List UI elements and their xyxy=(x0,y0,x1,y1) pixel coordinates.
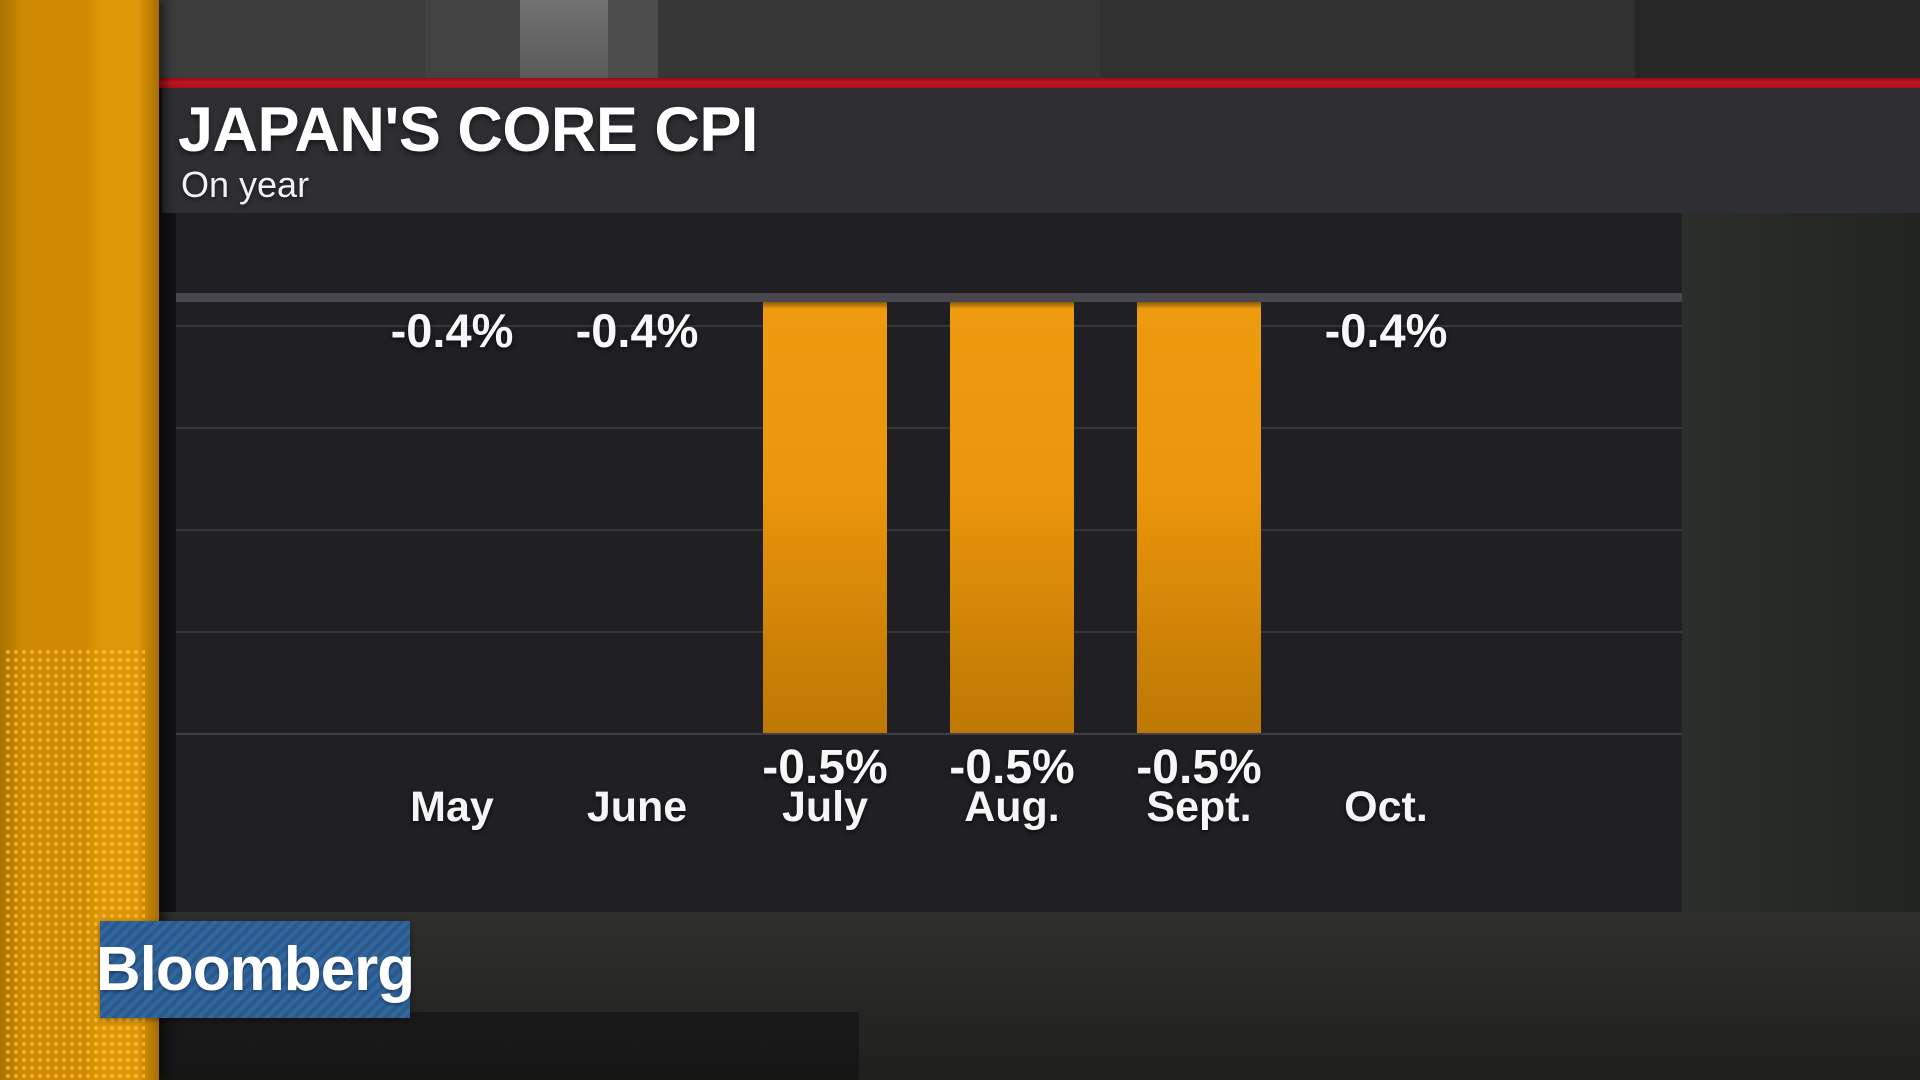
month-label-july: July xyxy=(781,783,869,831)
studio-floor-shadow xyxy=(159,1012,859,1080)
gridline xyxy=(176,631,1682,633)
value-label-june: -0.4% xyxy=(575,304,699,357)
gridline xyxy=(176,427,1682,429)
bloomberg-logo: Bloomberg xyxy=(96,921,415,1018)
studio-top-panel xyxy=(1100,0,1635,78)
zero-gridline xyxy=(176,293,1682,302)
month-label-sept: Sept. xyxy=(1146,783,1252,831)
value-label-oct: -0.4% xyxy=(1324,304,1448,357)
value-label-aug: -0.5% xyxy=(949,741,1075,794)
panel-left-shadow xyxy=(159,88,176,912)
studio-top-panel xyxy=(608,0,658,78)
chart-plot-background xyxy=(176,213,1682,912)
studio-right-wall xyxy=(1682,78,1920,912)
x-axis-line xyxy=(176,733,1682,735)
studio-floor xyxy=(159,912,1920,1080)
chart-subtitle: On year xyxy=(181,164,310,205)
value-label-sept: -0.5% xyxy=(1136,741,1262,794)
chart-header-band xyxy=(162,88,1920,213)
accent-red-rule xyxy=(159,78,1920,88)
month-label-june: June xyxy=(586,783,688,831)
gridline xyxy=(176,325,1682,327)
bar-aug xyxy=(950,302,1074,733)
bar-sept xyxy=(1137,302,1261,733)
bloomberg-logo-text: Bloomberg xyxy=(95,935,415,1004)
studio-top-light-panel xyxy=(520,0,608,78)
studio-top-panel xyxy=(159,0,425,78)
gridline xyxy=(176,529,1682,531)
chart-title: JAPAN'S CORE CPI xyxy=(178,95,758,165)
value-label-july: -0.5% xyxy=(762,741,888,794)
studio-top-panel xyxy=(1635,0,1920,78)
month-label-oct: Oct. xyxy=(1344,783,1428,831)
bar-july xyxy=(763,302,887,733)
value-label-may: -0.4% xyxy=(390,304,514,357)
studio-top-panel xyxy=(658,0,1100,78)
month-label-may: May xyxy=(410,783,494,831)
studio-top-panel xyxy=(425,0,520,78)
month-label-aug: Aug. xyxy=(964,783,1060,831)
